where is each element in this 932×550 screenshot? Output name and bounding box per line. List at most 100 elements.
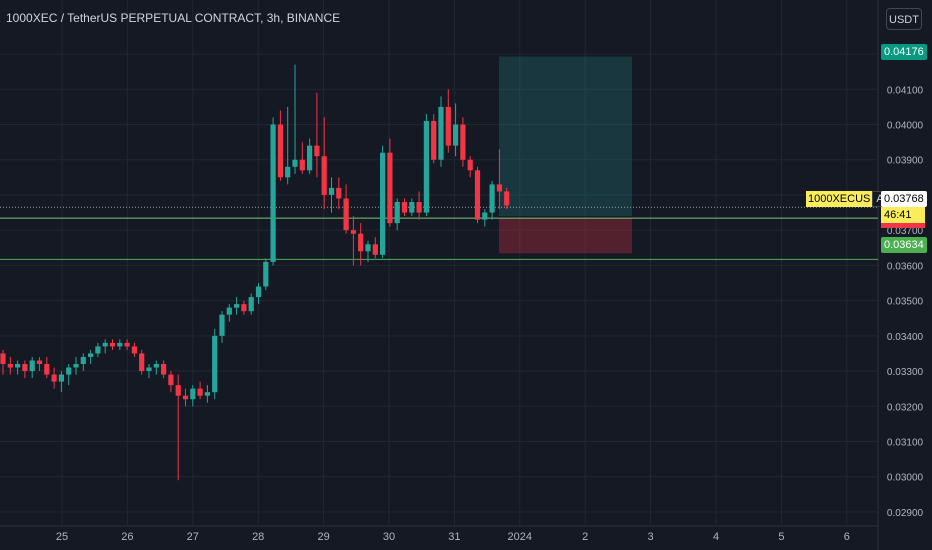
candle bbox=[22, 360, 28, 379]
candle-body bbox=[124, 342, 130, 347]
candle-body bbox=[182, 395, 189, 400]
candle-body bbox=[204, 392, 210, 396]
candle-body bbox=[22, 364, 28, 372]
candle-body bbox=[285, 166, 291, 178]
candle bbox=[124, 339, 130, 350]
x-tick-label: 4 bbox=[713, 531, 719, 543]
candle-body bbox=[197, 388, 203, 396]
candle-body bbox=[474, 170, 481, 220]
candle bbox=[139, 349, 145, 375]
candle-body bbox=[496, 184, 502, 192]
candles bbox=[0, 64, 510, 481]
candle bbox=[255, 283, 262, 305]
candle bbox=[66, 364, 72, 386]
grid bbox=[0, 0, 879, 550]
candle bbox=[29, 356, 35, 379]
candle bbox=[277, 110, 283, 181]
candle bbox=[416, 191, 422, 220]
candle-body bbox=[44, 364, 50, 375]
candle-body bbox=[409, 202, 415, 213]
candle bbox=[460, 117, 466, 167]
candle bbox=[489, 180, 495, 220]
candle bbox=[350, 216, 356, 266]
candle bbox=[36, 356, 43, 372]
candle-body bbox=[321, 156, 327, 195]
candle-body bbox=[372, 244, 378, 255]
candle-body bbox=[431, 121, 437, 160]
candle bbox=[95, 342, 101, 357]
x-tick-label: 29 bbox=[317, 531, 329, 543]
candle-body bbox=[29, 360, 35, 372]
candle-body bbox=[102, 342, 108, 347]
candle bbox=[219, 311, 225, 343]
candle bbox=[299, 142, 305, 174]
candle bbox=[226, 304, 232, 322]
candle-body bbox=[387, 152, 393, 224]
candle bbox=[153, 360, 159, 375]
candle bbox=[365, 240, 371, 262]
currency-button[interactable]: USDT bbox=[886, 8, 922, 30]
candle bbox=[358, 223, 364, 266]
x-tick-label: 27 bbox=[187, 531, 199, 543]
position-zones bbox=[499, 56, 632, 254]
candle bbox=[496, 149, 502, 210]
candle-body bbox=[153, 364, 159, 368]
candle bbox=[482, 209, 488, 227]
candle-body bbox=[226, 307, 232, 315]
candle bbox=[190, 385, 196, 407]
candle-body bbox=[80, 356, 86, 364]
candle-body bbox=[270, 124, 276, 262]
candle-body bbox=[248, 297, 254, 312]
candle-body bbox=[467, 159, 473, 171]
candle-body bbox=[453, 124, 459, 146]
candle bbox=[438, 96, 444, 167]
candle bbox=[204, 385, 210, 403]
candle-body bbox=[416, 202, 422, 213]
candle bbox=[263, 258, 269, 291]
candle-body bbox=[168, 374, 174, 386]
y-tick-label: 0.04100 bbox=[887, 85, 924, 96]
candle bbox=[146, 364, 152, 379]
x-tick-label: 31 bbox=[448, 531, 460, 543]
y-tick-label: 0.03000 bbox=[887, 473, 924, 484]
candle-body bbox=[299, 159, 305, 171]
candle bbox=[394, 198, 400, 231]
y-tick-label: 0.03200 bbox=[887, 402, 924, 413]
candle-body bbox=[482, 212, 488, 220]
candle-body bbox=[380, 152, 386, 255]
ask-symbol-label: 1000XECUS bbox=[806, 191, 873, 207]
candle bbox=[321, 117, 327, 210]
candle-body bbox=[255, 286, 262, 298]
candle bbox=[234, 297, 240, 315]
candle-body bbox=[328, 187, 335, 195]
candle bbox=[73, 356, 79, 375]
y-tick-label: 0.03700 bbox=[887, 226, 924, 237]
candle-body bbox=[161, 364, 167, 375]
loss-edge-marker bbox=[881, 223, 925, 228]
candle-body bbox=[58, 374, 64, 382]
x-tick-label: 26 bbox=[121, 531, 133, 543]
x-tick-label: 2 bbox=[582, 531, 588, 543]
candle bbox=[307, 138, 313, 174]
candle-body bbox=[241, 304, 247, 312]
candle-body bbox=[36, 360, 43, 364]
candle bbox=[401, 198, 408, 217]
y-tick-label: 0.03600 bbox=[887, 261, 924, 272]
candle-body bbox=[358, 233, 364, 252]
candle-body bbox=[95, 346, 101, 354]
time-axis: 25 26 27 28 29 30 31 2024 2 3 4 5 6 bbox=[56, 531, 850, 543]
countdown-badge: 46:41 bbox=[881, 207, 925, 223]
candle-body bbox=[234, 304, 240, 308]
x-tick-label: 30 bbox=[383, 531, 395, 543]
candle bbox=[453, 103, 459, 157]
candle-body bbox=[190, 388, 196, 400]
symbol-title: 1000XEC / TetherUS PERPETUAL CONTRACT, 3… bbox=[6, 11, 341, 25]
candle-body bbox=[263, 261, 269, 287]
x-tick-label: 3 bbox=[648, 531, 654, 543]
y-tick-label: 0.02900 bbox=[887, 508, 924, 519]
candle bbox=[270, 117, 276, 266]
y-tick-label: 0.03100 bbox=[887, 437, 924, 448]
candle bbox=[387, 138, 393, 227]
